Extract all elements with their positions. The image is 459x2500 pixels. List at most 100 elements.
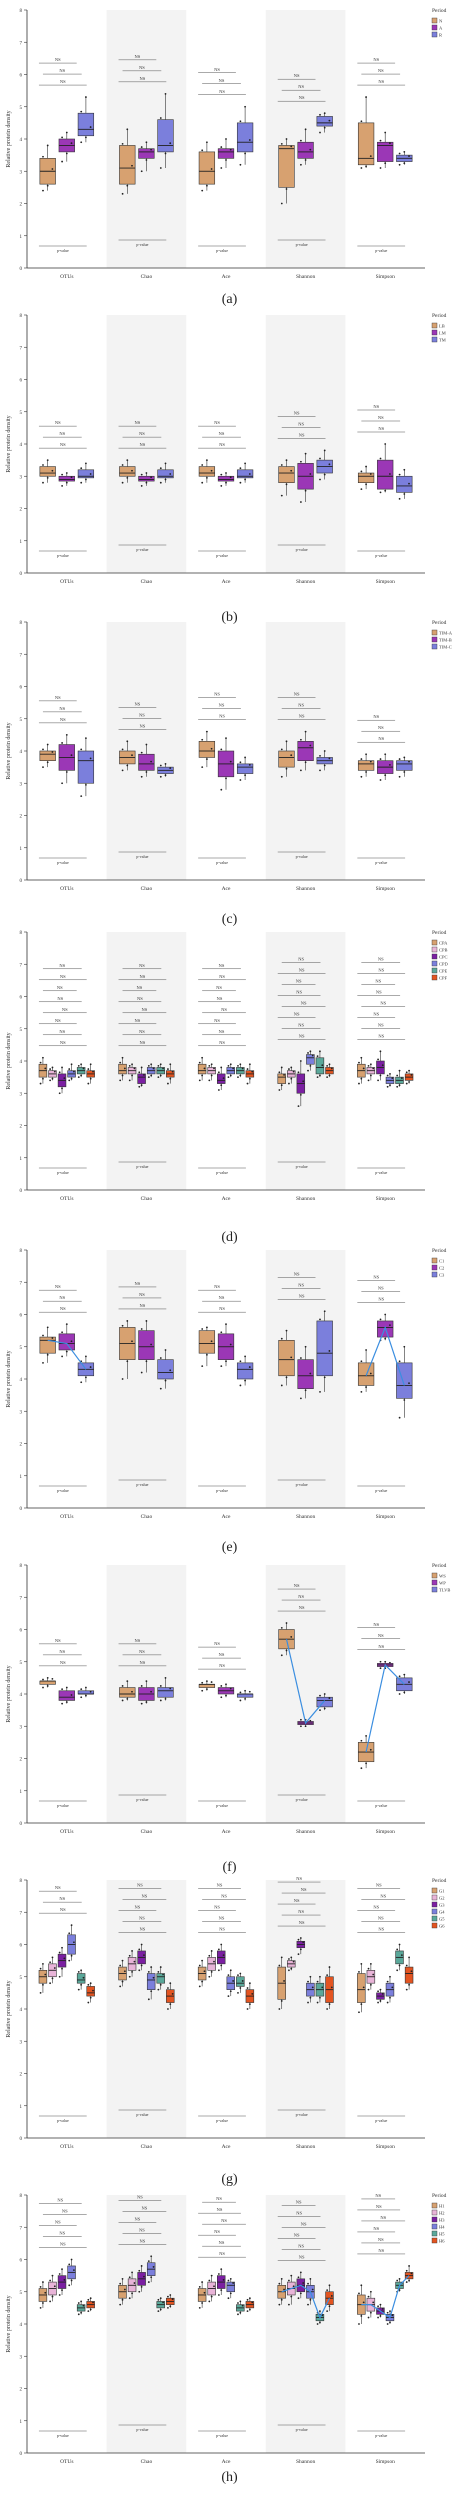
- y-tick-label: 4: [20, 1693, 23, 1698]
- data-point: [309, 1372, 312, 1375]
- comparison-label: NS: [380, 1000, 386, 1005]
- data-point: [358, 2011, 360, 2014]
- data-point: [145, 771, 148, 773]
- data-point: [241, 1980, 244, 1982]
- data-point: [403, 771, 406, 773]
- data-point: [379, 139, 382, 142]
- legend-swatch: [431, 946, 438, 953]
- comparison-label: NS: [55, 2220, 61, 2225]
- data-point: [70, 1340, 73, 1343]
- bottom-bracket-label: p-value: [136, 242, 148, 247]
- data-point: [290, 1956, 293, 1959]
- data-point: [82, 1067, 85, 1070]
- data-point: [210, 168, 213, 170]
- comparison-label: NS: [139, 1292, 145, 1297]
- data-point: [145, 1360, 148, 1363]
- box-body: [357, 122, 375, 166]
- y-tick-label: 8: [20, 1879, 23, 1884]
- data-point: [167, 2295, 169, 2298]
- data-point: [311, 2288, 314, 2291]
- data-point: [290, 1066, 293, 1069]
- data-point: [61, 1331, 64, 1334]
- data-point: [201, 2302, 204, 2304]
- y-tick-label: 1: [20, 1790, 23, 1795]
- data-point: [297, 1953, 300, 1956]
- data-point: [46, 1685, 49, 1687]
- legend-label: H2: [439, 2211, 445, 2216]
- legend-label: WP: [439, 1581, 446, 1586]
- data-point: [280, 202, 283, 205]
- bottom-bracket-label: p-value: [216, 2433, 228, 2438]
- data-point: [201, 464, 204, 466]
- bottom-bracket-label: p-value: [296, 1482, 308, 1487]
- data-point: [326, 2008, 329, 2010]
- y-tick-label: 8: [20, 314, 23, 319]
- data-point: [300, 1397, 302, 1400]
- category-band: [265, 2195, 346, 2453]
- data-point: [405, 1988, 408, 1991]
- comparison-label: NS: [378, 967, 384, 972]
- data-point: [360, 1739, 363, 1742]
- y-axis-label: Relative protein density: [6, 110, 12, 167]
- data-point: [403, 1399, 406, 1401]
- data-point: [365, 465, 367, 468]
- data-point: [80, 110, 83, 113]
- comparison-label: NS: [294, 1271, 300, 1276]
- data-point: [77, 1971, 80, 1973]
- data-point: [391, 2314, 394, 2317]
- data-point: [316, 1076, 319, 1079]
- data-point: [39, 1061, 42, 1064]
- chart-panel: 0 1 2 3 4 5 6 7 8 Relative protein density OTUs Cha…: [0, 2185, 459, 2495]
- data-point: [244, 105, 247, 108]
- data-point: [280, 775, 283, 778]
- data-point: [227, 1076, 230, 1079]
- panel-caption: (e): [221, 1540, 238, 1555]
- data-point: [140, 170, 143, 173]
- data-point: [123, 2288, 126, 2291]
- comparison-label: NS: [140, 723, 146, 728]
- data-point: [280, 464, 283, 466]
- data-point: [360, 1077, 363, 1080]
- comparison-label: NS: [221, 1007, 227, 1012]
- data-point: [121, 769, 124, 772]
- data-point: [403, 162, 406, 165]
- data-point: [237, 2313, 239, 2316]
- data-point: [147, 1971, 150, 1973]
- y-axis-label: Relative protein density: [6, 722, 12, 779]
- box-body: [156, 1973, 165, 1984]
- y-tick-label: 2: [20, 1758, 23, 1763]
- comparison-label: NS: [378, 68, 384, 73]
- data-point: [304, 730, 307, 733]
- data-point: [51, 1977, 54, 1980]
- y-tick-label: 0: [20, 2137, 23, 2142]
- comparison-label: NS: [219, 1927, 225, 1932]
- comparison-label: NS: [60, 1040, 66, 1045]
- comparison-label: NS: [219, 1295, 225, 1300]
- data-point: [410, 1073, 413, 1076]
- data-point: [398, 758, 401, 760]
- data-point: [302, 2282, 305, 2284]
- comparison-label: NS: [55, 420, 61, 425]
- comparison-label: NS: [298, 703, 304, 708]
- data-point: [309, 473, 312, 475]
- y-tick-label: 3: [20, 2355, 23, 2360]
- data-point: [400, 1077, 403, 1079]
- comparison-label: NS: [378, 736, 384, 741]
- data-point: [87, 2298, 90, 2301]
- data-point: [239, 779, 242, 781]
- data-point: [152, 1976, 155, 1979]
- data-point: [304, 761, 307, 764]
- data-point: [384, 131, 387, 134]
- box-body: [357, 760, 375, 771]
- data-point: [220, 1066, 223, 1069]
- data-point: [290, 1356, 293, 1359]
- box-body: [157, 469, 174, 479]
- x-tick-label: Ace: [222, 1829, 231, 1835]
- data-point: [410, 1970, 413, 1973]
- data-point: [77, 2302, 80, 2304]
- data-point: [280, 494, 283, 497]
- x-tick-label: Shannon: [296, 2144, 316, 2150]
- data-point: [408, 2279, 410, 2282]
- data-point: [159, 1063, 162, 1066]
- comparison-label: NS: [137, 996, 143, 1001]
